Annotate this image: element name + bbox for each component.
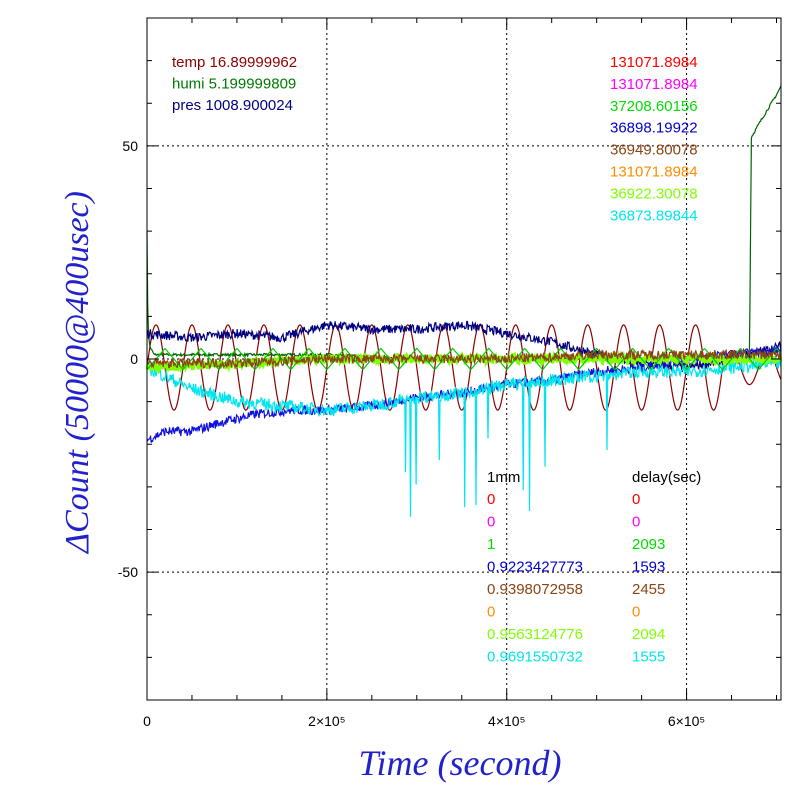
table-header-1mm: 1mm xyxy=(487,469,520,486)
y-tick-label-1: 0 xyxy=(130,351,138,367)
tick-labels: 0 2×10⁵ 4×10⁵ 6×10⁵ -50 0 50 xyxy=(118,138,705,729)
y-tick-label-0: -50 xyxy=(118,564,138,580)
channel-value-4: 36949.80078 xyxy=(610,142,698,159)
channel-values: 131071.8984 131071.8984 37208.60156 36898.1… xyxy=(610,54,698,224)
table-row-3-delay: 1593 xyxy=(632,559,665,576)
series-line-7 xyxy=(146,348,782,370)
table-row-6-delay: 2094 xyxy=(632,626,665,643)
channel-value-7: 36873.89844 xyxy=(610,207,698,224)
series-line-4 xyxy=(146,355,782,517)
env-reading-1: humi 5.199999809 xyxy=(172,76,296,93)
channel-value-2: 37208.60156 xyxy=(610,98,698,115)
channel-value-5: 131071.8984 xyxy=(610,164,698,181)
table-row-5-1mm: 0 xyxy=(487,604,495,621)
table-row-2-delay: 2093 xyxy=(632,536,665,553)
table-row-5-delay: 0 xyxy=(632,604,640,621)
series-line-2 xyxy=(146,320,782,373)
x-tick-label-2: 4×10⁵ xyxy=(488,713,525,729)
tick-marks xyxy=(146,17,781,701)
table-row-4-delay: 2455 xyxy=(632,581,665,598)
channel-table: 1mm delay(sec) 0 0 0 0 1 2093 0.9223427773 1593… xyxy=(487,469,701,666)
x-tick-label-0: 0 xyxy=(143,713,151,729)
series-layer xyxy=(145,85,783,517)
table-row-6-1mm: 0.9563124776 xyxy=(487,626,583,643)
table-row-2-1mm: 1 xyxy=(487,536,495,553)
y-tick-label-2: 50 xyxy=(122,138,138,154)
table-header-delay: delay(sec) xyxy=(632,469,701,486)
x-axis-label: Time (second) xyxy=(359,743,562,783)
env-reading-2: pres 1008.900024 xyxy=(172,97,293,114)
table-row-1-1mm: 0 xyxy=(487,514,495,531)
table-row-7-1mm: 0.9691550732 xyxy=(487,649,583,666)
y-axis-label: ΔCount (50000@400usec) xyxy=(59,191,96,555)
channel-value-1: 131071.8984 xyxy=(610,76,698,93)
channel-value-3: 36898.19922 xyxy=(610,120,698,137)
channel-value-6: 36922.30078 xyxy=(610,185,698,202)
table-row-4-1mm: 0.9398072958 xyxy=(487,581,583,598)
env-readings: temp 16.89999962 humi 5.199999809 pres 100… xyxy=(172,54,297,114)
table-row-1-delay: 0 xyxy=(632,514,640,531)
env-reading-0: temp 16.89999962 xyxy=(172,54,297,71)
table-row-3-1mm: 0.9223427773 xyxy=(487,559,583,576)
channel-value-0: 131071.8984 xyxy=(610,54,698,71)
table-row-0-1mm: 0 xyxy=(487,491,495,508)
x-tick-label-1: 2×10⁵ xyxy=(308,713,345,729)
x-tick-label-3: 6×10⁵ xyxy=(668,713,705,729)
table-row-7-delay: 1555 xyxy=(632,649,665,666)
table-row-0-delay: 0 xyxy=(632,491,640,508)
